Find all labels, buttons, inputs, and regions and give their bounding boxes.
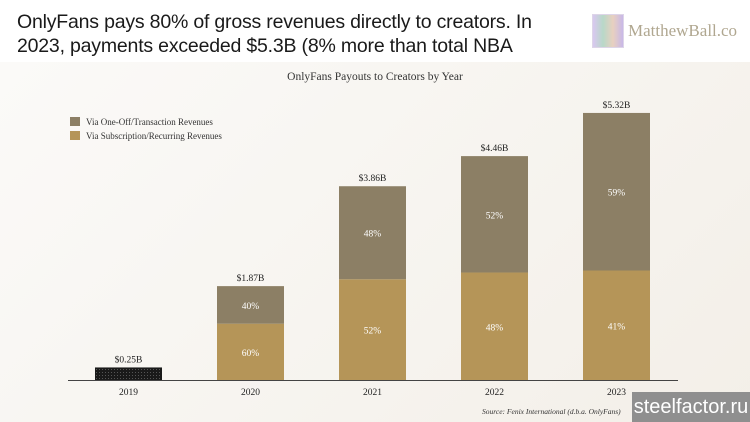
- segment-label: 48%: [364, 230, 382, 240]
- segment-label: 48%: [486, 323, 504, 333]
- x-tick-label: 2020: [241, 388, 260, 398]
- segment-label: 59%: [608, 189, 626, 199]
- legend-swatch: [70, 131, 80, 140]
- legend-label: Via Subscription/Recurring Revenues: [86, 131, 222, 141]
- segment-label: 60%: [242, 349, 260, 359]
- x-tick-label: 2022: [485, 388, 504, 398]
- bar-unsplit: [95, 367, 162, 380]
- x-tick-label: 2023: [607, 388, 626, 398]
- total-label: $4.46B: [481, 143, 509, 154]
- total-label: $5.32B: [603, 100, 631, 111]
- source-note: Source: Fenix International (d.b.a. Only…: [482, 407, 621, 416]
- logo-text: MatthewBall.co: [628, 21, 738, 40]
- segment-label: 52%: [364, 327, 382, 337]
- x-tick-label: 2019: [119, 388, 138, 398]
- bar-one-off: [339, 186, 406, 280]
- bar-one-off: [217, 286, 284, 324]
- total-label: $3.86B: [359, 173, 387, 184]
- legend-label: Via One-Off/Transaction Revenues: [86, 117, 213, 127]
- watermark: steelfactor.ru: [632, 392, 750, 422]
- bar-one-off: [583, 112, 650, 271]
- chart-title: OnlyFans Payouts to Creators by Year: [287, 71, 463, 83]
- legend-swatch: [70, 117, 80, 126]
- logo-mark-icon: [592, 14, 624, 48]
- segment-label: 40%: [242, 302, 260, 312]
- bar-subscription: [461, 272, 528, 380]
- x-tick-label: 2021: [363, 388, 382, 398]
- bar-subscription: [583, 270, 650, 380]
- segment-label: 52%: [486, 211, 504, 221]
- total-label: $1.87B: [237, 273, 265, 284]
- bar-subscription: [217, 323, 284, 380]
- total-label: $0.25B: [115, 354, 143, 365]
- logo: MatthewBall.co: [592, 14, 737, 48]
- segment-label: 41%: [608, 322, 626, 332]
- bar-one-off: [461, 156, 528, 273]
- bar-subscription: [339, 279, 406, 380]
